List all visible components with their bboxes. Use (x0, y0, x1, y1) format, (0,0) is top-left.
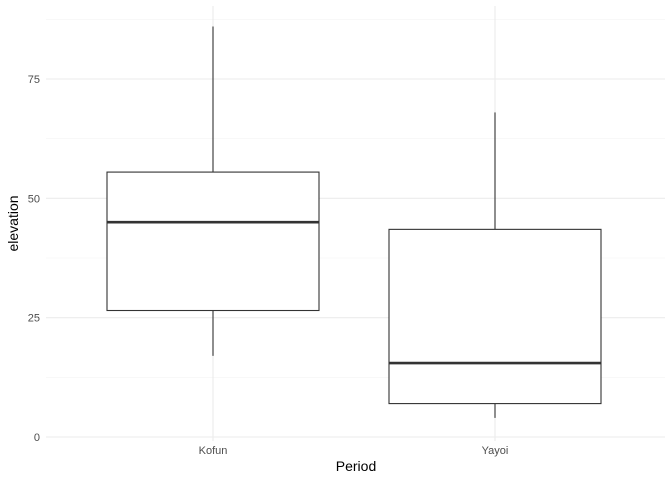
x-axis-ticks: Kofun Yayoi (199, 445, 509, 457)
iqr-box (388, 228, 602, 405)
y-axis-title: elevation (5, 195, 21, 251)
box-yayoi (388, 112, 602, 418)
x-tick-label: Yayoi (482, 445, 509, 457)
y-tick-label: 75 (28, 74, 40, 86)
iqr-box (106, 171, 320, 312)
x-tick-label: Kofun (199, 445, 228, 457)
box-kofun (106, 26, 320, 356)
x-axis-title: Period (336, 458, 376, 474)
y-tick-label: 0 (34, 432, 40, 444)
y-tick-label: 25 (28, 313, 40, 325)
y-axis-ticks: 0 25 50 75 (28, 74, 40, 444)
boxplot-boxes (106, 26, 602, 418)
y-tick-label: 50 (28, 193, 40, 205)
